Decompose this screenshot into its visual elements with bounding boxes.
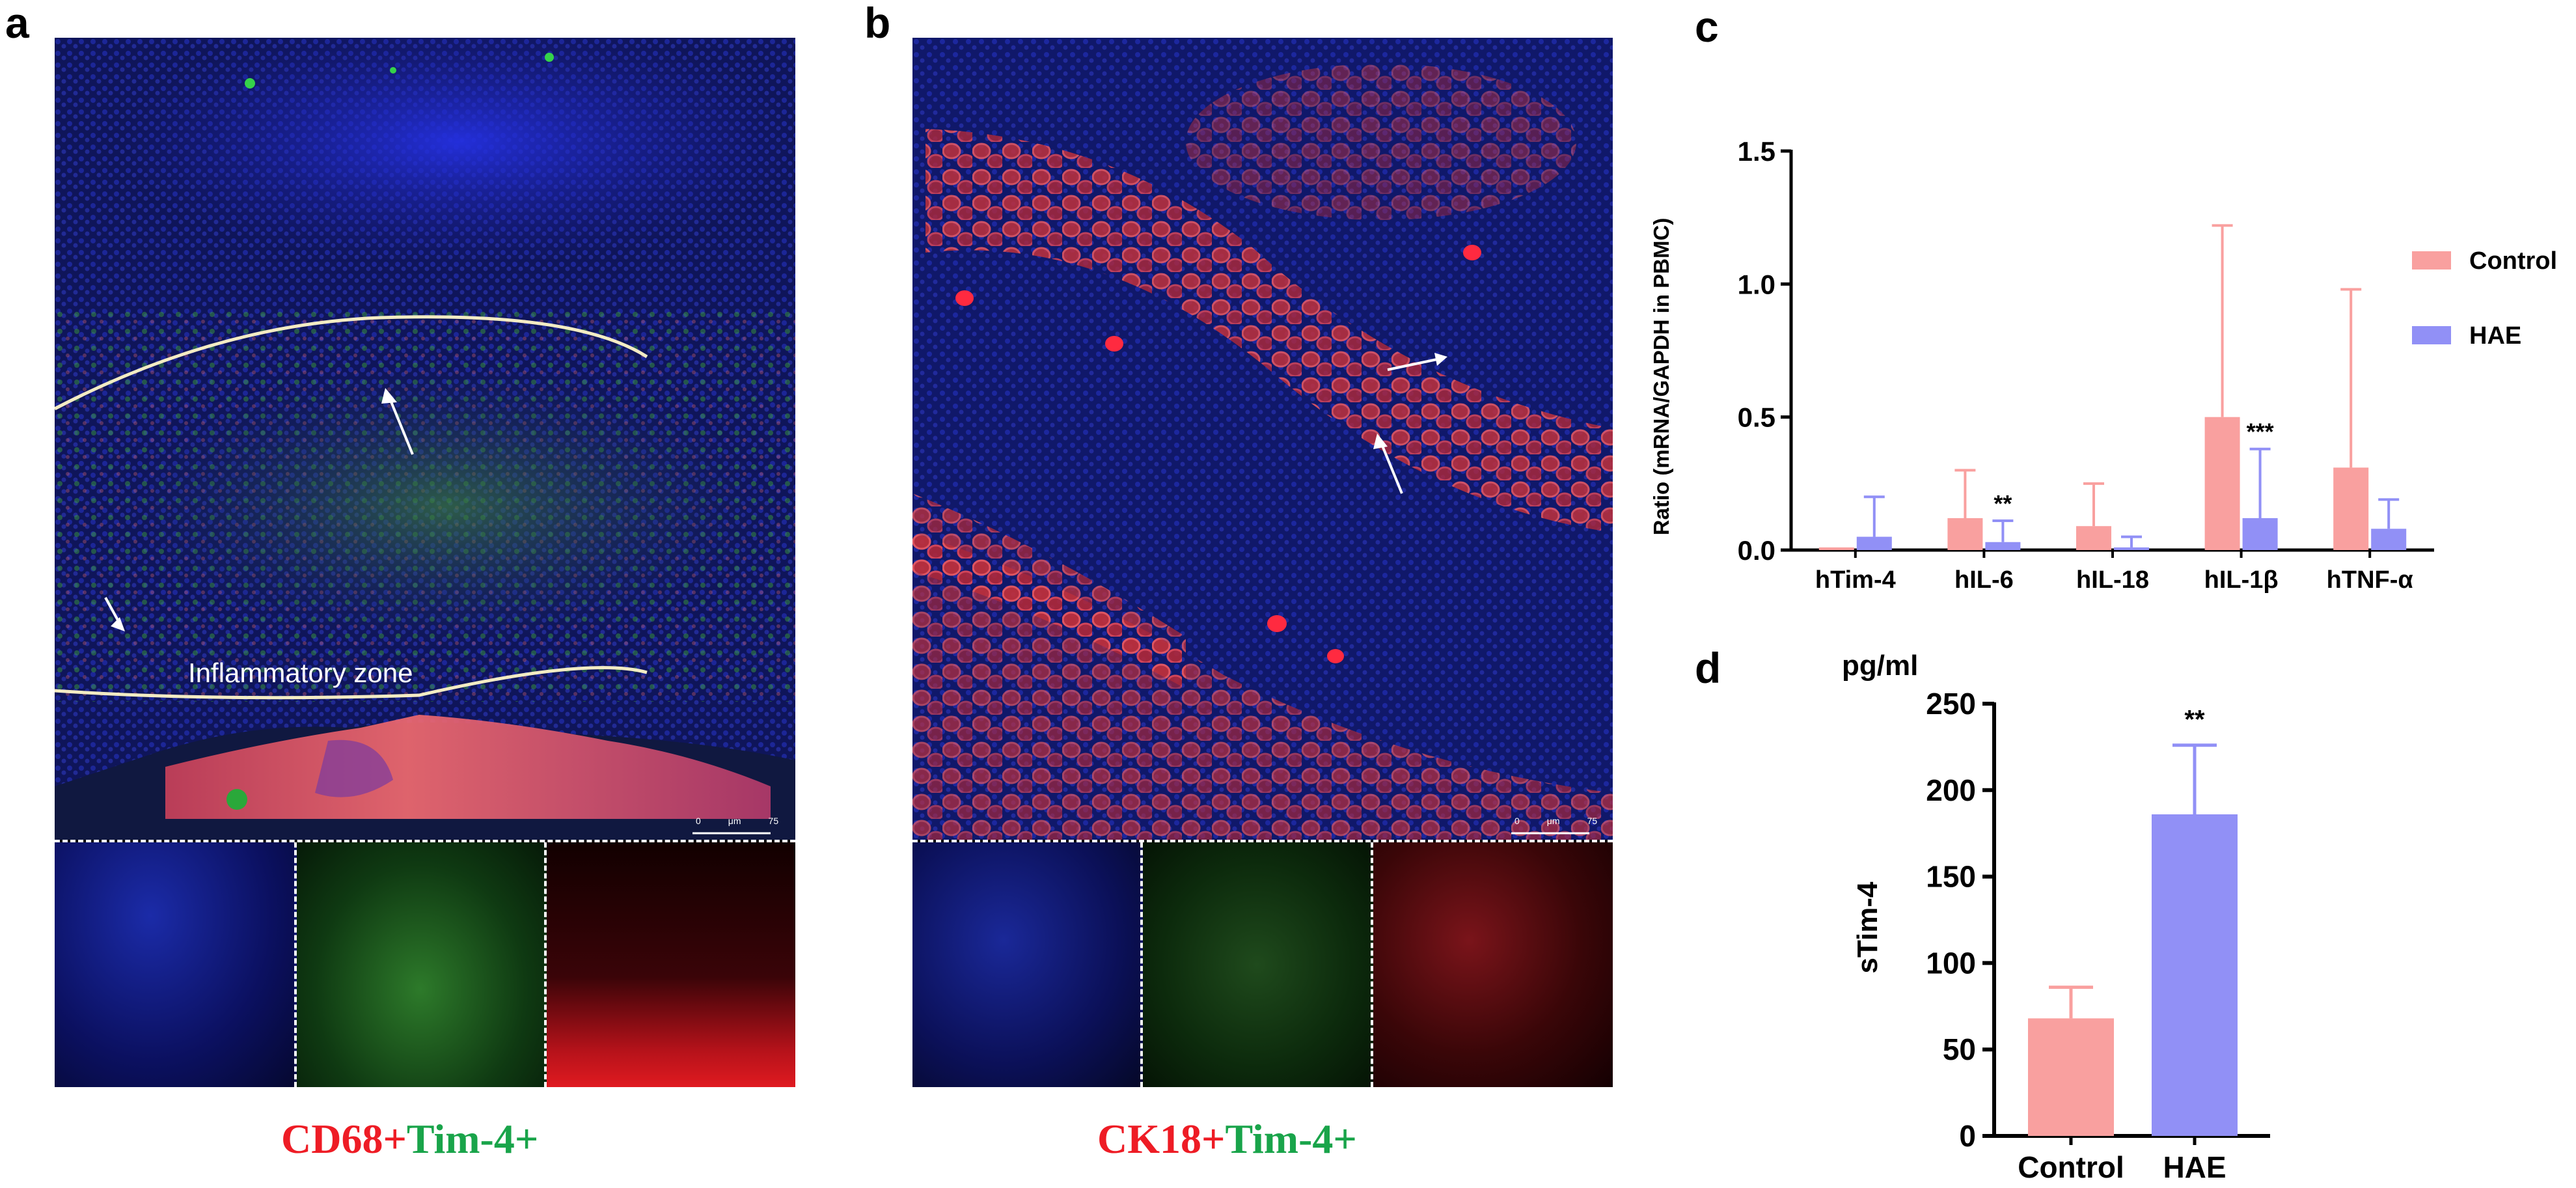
x-tick-label: HAE — [2163, 1150, 2226, 1184]
x-tick-label: hTim-4 — [1815, 566, 1896, 594]
bar-control — [1947, 518, 1983, 550]
y-axis-label: sTim-4 — [1852, 881, 1884, 974]
bar-hae — [1985, 542, 2021, 550]
caption-a-cd68: CD68+ — [281, 1116, 407, 1162]
bar-control — [2333, 467, 2369, 550]
micrograph-a-image — [55, 38, 795, 840]
scale-unit: μm — [728, 816, 741, 826]
y-tick-label: 1.5 — [1738, 136, 1775, 167]
significance-label: ** — [2184, 706, 2205, 734]
scale-value: 75 — [768, 816, 779, 826]
panel-letter-c: c — [1695, 3, 1719, 51]
chart-c: 0.0 0.5 1.0 1.5 Ratio (mRNA/GAPDH in PBMC) hT… — [1649, 136, 2557, 594]
y-tick-label: 50 — [1943, 1032, 1976, 1066]
channel-a-green — [297, 842, 547, 1087]
legend-swatch-control — [2412, 251, 2451, 269]
bar-hae — [1856, 536, 1892, 550]
zone-label: Inflammatory zone — [188, 657, 413, 688]
caption-b-ck18: CK18+ — [1097, 1116, 1226, 1162]
unit-label: pg/ml — [1842, 650, 1918, 682]
scale-zero: 0 — [696, 816, 701, 826]
x-tick-label: hIL-1β — [2204, 566, 2279, 594]
x-tick-label: Control — [2018, 1150, 2124, 1184]
y-tick-label: 150 — [1926, 860, 1976, 894]
x-tick-label: hTNF-α — [2327, 566, 2413, 594]
micrograph-b-image — [912, 38, 1613, 840]
bar-hae — [2371, 529, 2407, 550]
scale-unit: μm — [1546, 816, 1560, 826]
caption-b-tim4: Tim-4+ — [1225, 1116, 1357, 1162]
legend-swatch-hae — [2412, 326, 2451, 344]
bar-hae — [2152, 814, 2238, 1136]
panel-letter-d: d — [1695, 644, 1721, 692]
channel-b-green — [1143, 842, 1373, 1087]
y-tick-label: 250 — [1926, 687, 1976, 721]
channel-strip-b — [912, 840, 1613, 1087]
panel-letter-a: a — [5, 0, 29, 47]
y-tick-label: 0 — [1959, 1119, 1976, 1153]
x-tick-label: hIL-6 — [1954, 566, 2014, 594]
channel-a-blue — [55, 842, 297, 1087]
caption-a: CD68+Tim-4+ — [281, 1118, 538, 1160]
bar-hae — [2114, 547, 2149, 550]
legend-label-control: Control — [2469, 247, 2557, 275]
channel-strip-a — [55, 840, 795, 1087]
y-tick-label: 100 — [1926, 946, 1976, 980]
channel-b-red — [1373, 842, 1613, 1087]
micrograph-a: Inflammatory zone 0 μm 75 — [55, 38, 795, 840]
bar-control — [2204, 417, 2240, 550]
x-tick-label: hIL-18 — [2076, 566, 2149, 594]
bar-control — [2028, 1018, 2114, 1136]
significance-label: ** — [1994, 490, 2012, 517]
bar-hae — [2242, 518, 2278, 550]
bar-control — [1818, 547, 1854, 550]
caption-b: CK18+Tim-4+ — [1097, 1118, 1357, 1160]
y-tick-label: 0.0 — [1738, 535, 1775, 566]
channel-a-red — [547, 842, 795, 1087]
scale-bar-label-b: 0 μm 75 — [1514, 816, 1597, 826]
significance-label: *** — [2247, 419, 2274, 445]
chart-d: pg/ml 0 50 100 150 200 250 sTim-4 Control HAE ** — [1842, 650, 2270, 1184]
y-tick-label: 0.5 — [1738, 402, 1775, 433]
micrograph-b: 0 μm 75 — [912, 38, 1613, 840]
caption-a-tim4: Tim-4+ — [406, 1116, 539, 1162]
scale-bar-label-a: 0 μm 75 — [696, 816, 778, 826]
channel-b-blue — [912, 842, 1143, 1087]
y-tick-label: 1.0 — [1738, 269, 1775, 299]
bar-control — [2076, 526, 2111, 550]
scale-zero: 0 — [1514, 816, 1520, 826]
legend-label-hae: HAE — [2469, 322, 2521, 350]
y-tick-label: 200 — [1926, 773, 1976, 807]
scale-value: 75 — [1587, 816, 1598, 826]
y-axis-label: Ratio (mRNA/GAPDH in PBMC) — [1649, 218, 1673, 536]
panel-letter-b: b — [864, 0, 891, 47]
